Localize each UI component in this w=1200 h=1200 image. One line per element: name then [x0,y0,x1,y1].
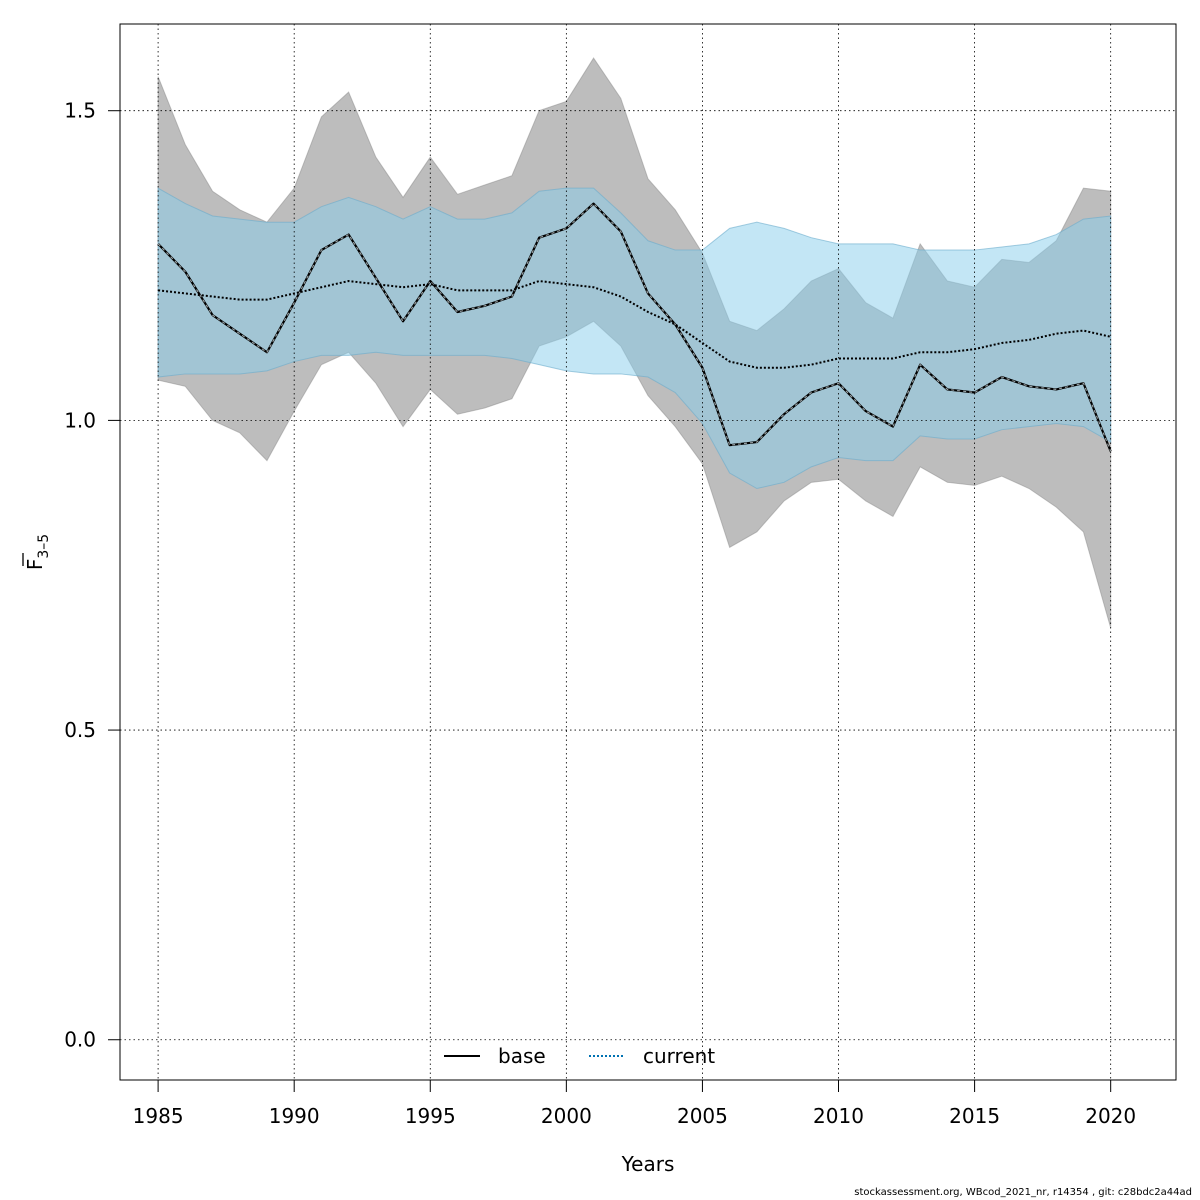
y-tick-label-0.0: 0.0 [64,1028,96,1052]
x-tick-label-2015: 2015 [949,1104,1000,1128]
y-axis-title-subscript: 3–5 [36,534,52,559]
y-axis-title: F3–5 [22,534,52,570]
y-tick-label-1.0: 1.0 [64,408,96,432]
series-lines [157,202,1112,452]
x-tick-label-2010: 2010 [813,1104,864,1128]
footer-credit: stockassessment.org, WBcod_2021_nr, r143… [854,1187,1192,1198]
series-line-base-overlay [157,202,1112,452]
legend: base current [444,1044,715,1068]
x-tick-label-2005: 2005 [677,1104,728,1128]
y-axis-title-main: F [23,559,47,571]
x-tick-label-2020: 2020 [1085,1104,1136,1128]
y-tick-label-1.5: 1.5 [64,99,96,123]
x-tick-label-1985: 1985 [133,1104,184,1128]
band-current [157,187,1112,490]
x-axis: 1985 1990 1995 2000 2005 2010 2015 2020 [133,1079,1136,1128]
svg-text:F3–5: F3–5 [23,534,52,570]
y-tick-label-0.5: 0.5 [64,718,96,742]
legend-label-base: base [498,1044,546,1068]
series-line-current [157,280,1111,369]
x-axis-title: Years [621,1152,675,1176]
legend-label-current: current [643,1044,715,1068]
x-tick-label-1990: 1990 [269,1104,320,1128]
confidence-bands [157,57,1112,629]
grid-lines [120,24,1176,1080]
y-axis: 0.0 0.5 1.0 1.5 [64,99,121,1052]
x-tick-label-2000: 2000 [541,1104,592,1128]
x-tick-label-1995: 1995 [405,1104,456,1128]
